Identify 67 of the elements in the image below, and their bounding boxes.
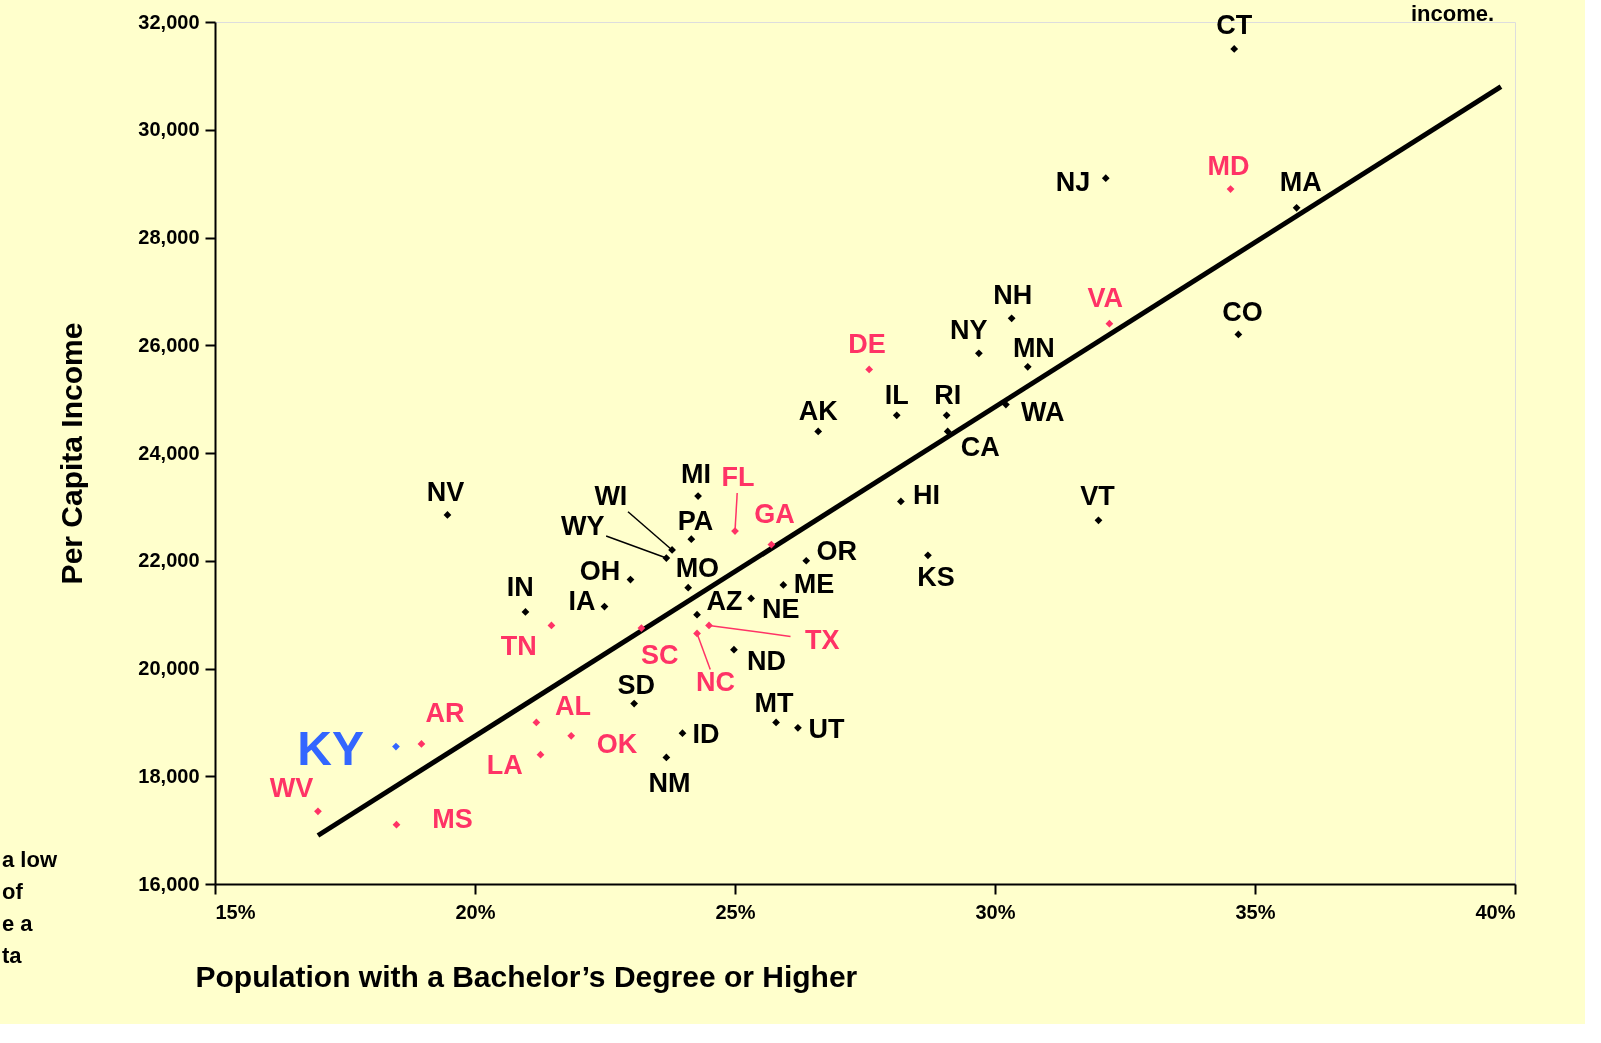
annotation: MT bbox=[754, 688, 795, 719]
annotation: ID bbox=[692, 719, 720, 750]
annotation: MD bbox=[1207, 150, 1250, 181]
y-tick-label: 30,000 bbox=[138, 118, 200, 141]
annotation: SC bbox=[641, 639, 679, 670]
annotation: IN bbox=[506, 572, 534, 603]
annotation: AK bbox=[798, 396, 839, 427]
annotation: SD bbox=[617, 670, 655, 701]
annotation: DE bbox=[848, 329, 886, 360]
annotation: MA bbox=[1279, 167, 1322, 198]
annotation: MS bbox=[432, 803, 473, 834]
text: a low of e a ta bbox=[2, 847, 58, 968]
annotation: WY bbox=[560, 511, 605, 542]
annotation: GA bbox=[754, 499, 795, 530]
annotation: AR bbox=[425, 698, 465, 729]
y-tick-label: 32,000 bbox=[138, 10, 200, 33]
y-tick-label: 16,000 bbox=[138, 872, 200, 895]
annotation: HI bbox=[912, 480, 940, 511]
annotation: LA bbox=[486, 749, 523, 780]
x-tick-label: 20% bbox=[455, 900, 496, 923]
annotation: PA bbox=[677, 505, 714, 536]
annotation: income. bbox=[1411, 1, 1495, 26]
annotation: VT bbox=[1080, 480, 1116, 511]
annotation: VA bbox=[1087, 283, 1124, 314]
annotation: NM bbox=[648, 767, 691, 798]
x-axis-title: Population with a Bachelor’s Degree or Higher bbox=[195, 959, 858, 993]
x-tick-label: 35% bbox=[1235, 900, 1276, 923]
annotation: KS bbox=[917, 561, 955, 592]
annotation: FL bbox=[721, 462, 755, 493]
annotation: CO bbox=[1222, 297, 1263, 328]
annotation: WV bbox=[269, 772, 314, 803]
annotation: NV bbox=[426, 476, 465, 507]
annotation: OK bbox=[596, 729, 638, 760]
annotation: NJ bbox=[1055, 167, 1091, 198]
annotation: NC bbox=[695, 667, 735, 698]
y-tick-label: 28,000 bbox=[138, 226, 200, 248]
annotation: KY bbox=[297, 721, 365, 775]
y-tick-label: 24,000 bbox=[138, 441, 200, 464]
x-tick-label: 25% bbox=[715, 900, 756, 923]
annotation: WI bbox=[594, 480, 628, 511]
x-tick-label: 30% bbox=[975, 900, 1016, 923]
y-tick-label: 26,000 bbox=[138, 333, 200, 356]
annotation: WA bbox=[1020, 396, 1065, 427]
y-tick-label: 22,000 bbox=[138, 549, 200, 572]
annotation: TN bbox=[500, 630, 537, 661]
annotation: IA bbox=[568, 586, 596, 617]
y-tick-label: 18,000 bbox=[138, 764, 200, 787]
y-axis-title: Per Capita Income bbox=[55, 322, 89, 585]
annotation: NY bbox=[949, 314, 988, 345]
annotation: AZ bbox=[706, 586, 743, 617]
annotation: CA bbox=[960, 431, 1000, 462]
annotation: MO bbox=[675, 553, 720, 584]
annotation: ND bbox=[747, 645, 787, 676]
annotation: TX bbox=[804, 624, 840, 655]
annotation: MI bbox=[681, 458, 712, 489]
annotation: CT bbox=[1216, 10, 1253, 41]
x-tick-label: 15% bbox=[215, 900, 256, 923]
annotation: NH bbox=[993, 279, 1033, 310]
x-tick-label: 40% bbox=[1475, 900, 1516, 923]
annotation: MN bbox=[1012, 333, 1055, 364]
annotation: UT bbox=[808, 713, 845, 744]
annotation: OH bbox=[579, 556, 621, 587]
annotation: IL bbox=[884, 379, 909, 410]
annotation: AL bbox=[555, 691, 592, 722]
y-tick-label: 20,000 bbox=[138, 657, 200, 679]
annotation: RI bbox=[934, 379, 962, 410]
annotation: OR bbox=[816, 535, 858, 566]
